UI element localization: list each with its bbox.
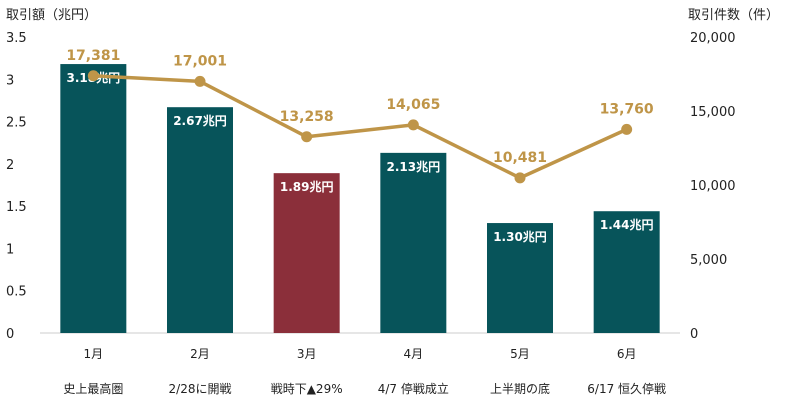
left-tick-label: 0.5 xyxy=(6,285,27,300)
left-tick-label: 3 xyxy=(6,73,14,88)
bar-value-label: 1.44兆円 xyxy=(600,217,654,232)
transactions-line: 17,381 17,001 13,258 14,065 10,481 13,760 xyxy=(66,48,654,184)
line-value-label: 17,381 xyxy=(66,48,120,64)
line-value-label: 17,001 xyxy=(173,53,227,69)
line-value-label: 13,258 xyxy=(280,109,334,125)
left-tick-label: 1.5 xyxy=(6,200,27,215)
right-tick-label: 20,000 xyxy=(690,31,736,46)
line-point xyxy=(87,70,99,82)
bar-value-label: 2.13兆円 xyxy=(387,159,441,174)
bar xyxy=(273,173,340,333)
category-annotation: 史上最高圏 xyxy=(63,381,123,396)
bar xyxy=(593,211,660,333)
left-tick-label: 2.5 xyxy=(6,116,27,131)
left-axis-ticks: 0 0.5 1 1.5 2 2.5 3 3.5 xyxy=(6,31,27,342)
right-tick-label: 5,000 xyxy=(690,253,727,268)
category-annotation: 4/7 停戦成立 xyxy=(378,381,449,396)
line-path xyxy=(93,74,628,180)
right-axis-ticks: 0 5,000 10,000 15,000 20,000 xyxy=(690,31,736,342)
category-label: 3月 xyxy=(297,347,317,361)
category-label: 5月 xyxy=(510,347,530,361)
bar-value-label: 1.89兆円 xyxy=(280,179,334,194)
bar-value-label: 2.67兆円 xyxy=(173,113,227,128)
right-tick-label: 15,000 xyxy=(690,105,736,120)
left-tick-label: 3.5 xyxy=(6,31,27,46)
right-tick-label: 10,000 xyxy=(690,179,736,194)
category-label: 2月 xyxy=(190,347,210,361)
line-value-label: 13,760 xyxy=(600,101,654,117)
left-tick-label: 1 xyxy=(6,242,14,257)
bar xyxy=(60,64,127,333)
bar xyxy=(167,107,233,334)
category-annotation: 上半期の底 xyxy=(490,381,550,396)
line-point xyxy=(621,123,633,135)
left-axis-title: 取引額（兆円） xyxy=(6,8,97,23)
right-axis-title: 取引件数（件） xyxy=(688,8,779,23)
category-label: 1月 xyxy=(84,347,104,361)
line-point xyxy=(514,172,526,184)
bar-value-label: 1.30兆円 xyxy=(493,229,547,244)
line-point xyxy=(407,119,419,131)
category-label: 4月 xyxy=(404,347,424,361)
category-annotation: 6/17 恒久停戦 xyxy=(587,381,666,396)
right-tick-label: 0 xyxy=(690,327,698,342)
line-point xyxy=(194,75,206,87)
bar xyxy=(380,152,447,333)
left-tick-label: 0 xyxy=(6,327,14,342)
category-label: 6月 xyxy=(617,347,637,361)
line-value-label: 14,065 xyxy=(386,97,440,113)
bar xyxy=(487,223,553,333)
left-tick-label: 2 xyxy=(6,158,14,173)
category-annotation: 2/28に開戦 xyxy=(169,382,232,396)
line-value-label: 10,481 xyxy=(493,150,547,166)
line-point xyxy=(301,131,313,143)
category-annotation: 戦時下▲29% xyxy=(271,382,343,396)
